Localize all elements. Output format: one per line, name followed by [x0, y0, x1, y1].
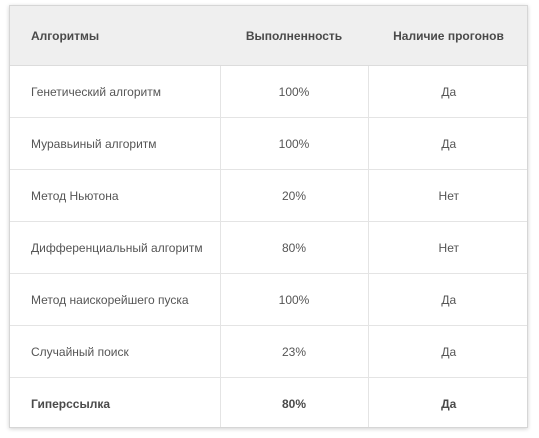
cell-algorithm: Случайный поиск	[10, 325, 220, 378]
cell-runs: Да	[367, 377, 527, 427]
table-row: Метод наискорейшего пуска 100% Да	[10, 273, 527, 326]
header-algorithms: Алгоритмы	[10, 6, 220, 66]
cell-algorithm: Метод наискорейшего пуска	[10, 273, 220, 326]
table-card: Алгоритмы Выполненность Наличие прогонов…	[9, 5, 528, 428]
cell-algorithm: Дифференциальный алгоритм	[10, 221, 220, 274]
table-row: Дифференциальный алгоритм 80% Нет	[10, 221, 527, 274]
table-row: Случайный поиск 23% Да	[10, 325, 527, 378]
table-row: Метод Ньютона 20% Нет	[10, 169, 527, 222]
cell-runs: Нет	[367, 221, 527, 274]
cell-algorithm: Муравьиный алгоритм	[10, 117, 220, 170]
algorithms-table: Алгоритмы Выполненность Наличие прогонов…	[10, 6, 527, 427]
cell-completion: 100%	[219, 117, 368, 170]
cell-runs: Да	[367, 65, 527, 118]
cell-runs: Да	[367, 325, 527, 378]
table-row: Муравьиный алгоритм 100% Да	[10, 117, 527, 170]
cell-runs: Да	[367, 273, 527, 326]
cell-completion: 80%	[219, 377, 368, 427]
header-completion: Выполненность	[220, 6, 368, 66]
cell-completion: 23%	[219, 325, 368, 378]
cell-runs: Да	[367, 117, 527, 170]
cell-completion: 80%	[219, 221, 368, 274]
cell-completion: 100%	[219, 273, 368, 326]
cell-runs: Нет	[367, 169, 527, 222]
cell-completion: 100%	[219, 65, 368, 118]
table-row-hyperlink: Гиперссылка 80% Да	[10, 377, 527, 427]
cell-algorithm: Генетический алгоритм	[31, 84, 161, 99]
cell-completion: 20%	[219, 169, 368, 222]
cell-algorithm: Метод Ньютона	[10, 169, 220, 222]
header-runs: Наличие прогонов	[368, 6, 527, 66]
table-row: Генетический алгоритм 100% Да	[10, 65, 527, 118]
table-header-row: Алгоритмы Выполненность Наличие прогонов	[10, 6, 527, 66]
cell-hyperlink[interactable]: Гиперссылка	[10, 377, 220, 427]
